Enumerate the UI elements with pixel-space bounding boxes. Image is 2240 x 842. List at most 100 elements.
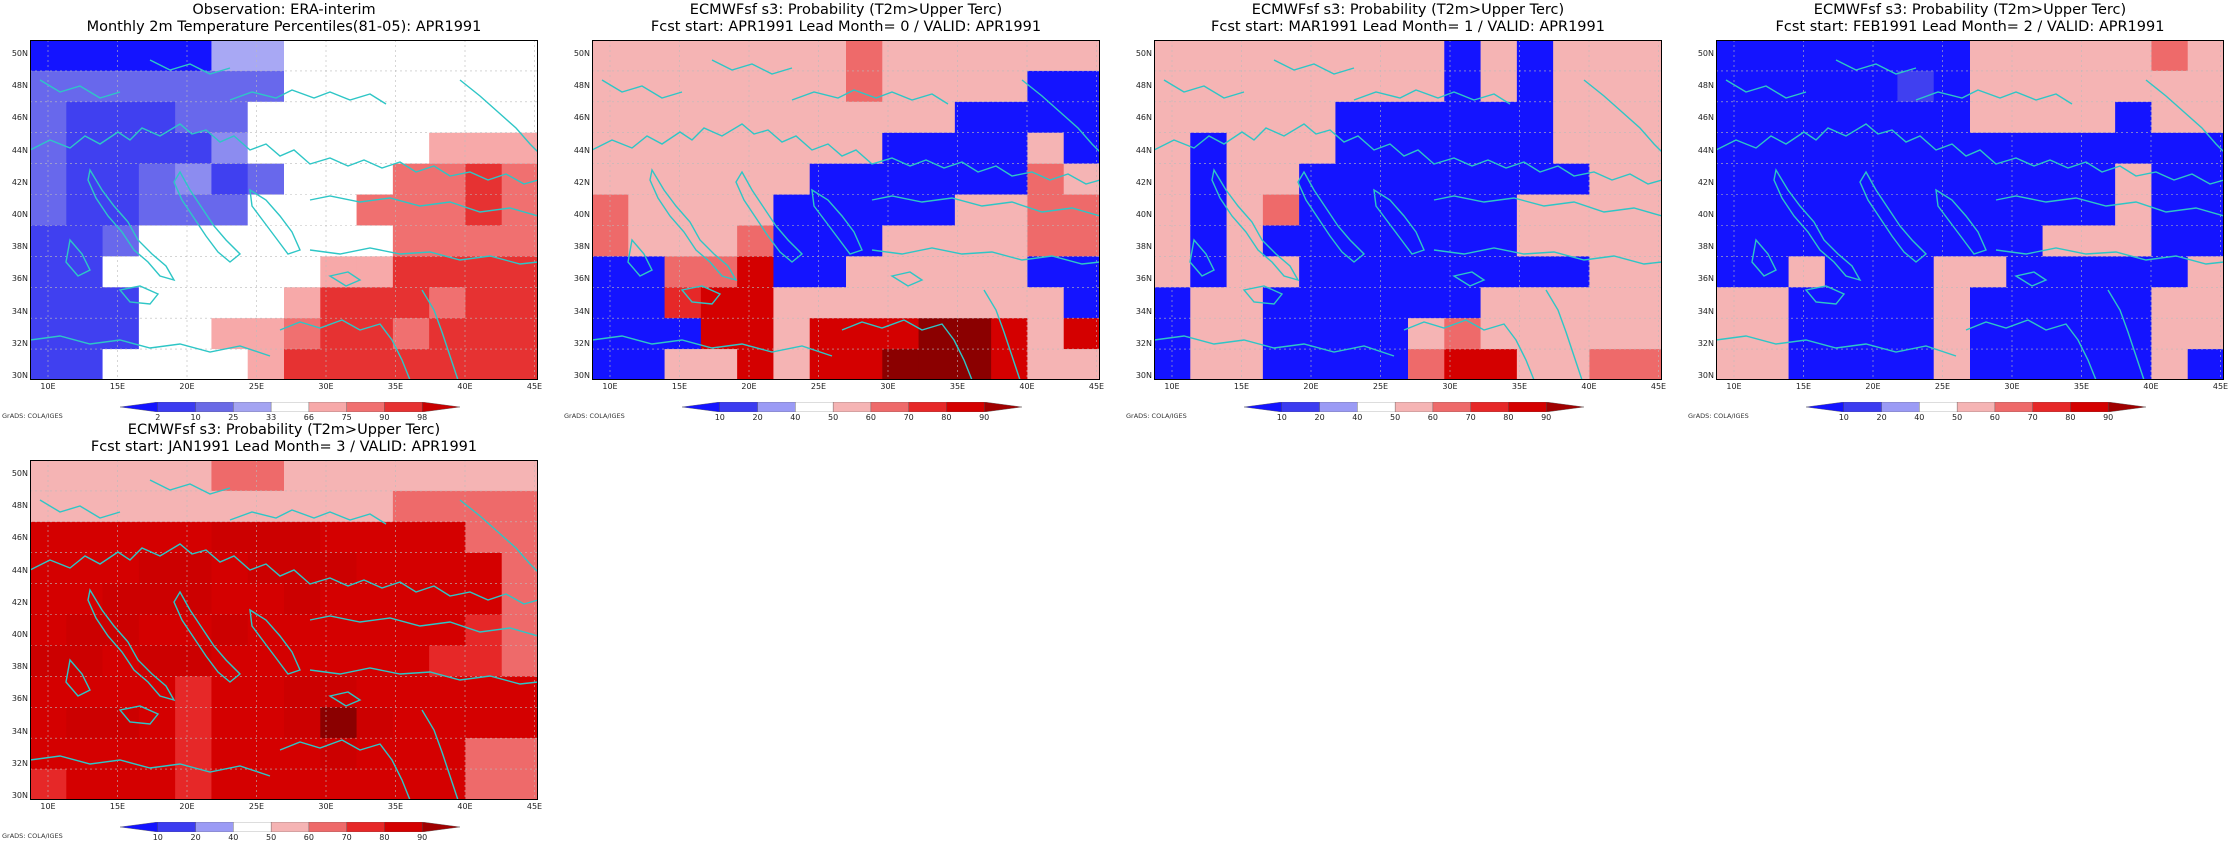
grid-cell <box>1480 40 1518 72</box>
colorbar-segment <box>984 402 1023 412</box>
grid-cell <box>1444 40 1482 72</box>
grid-cell <box>66 490 104 523</box>
grid-cell <box>1716 225 1753 257</box>
grid-cell <box>247 349 285 380</box>
coastline <box>1965 319 2097 380</box>
grid-cell <box>700 163 738 196</box>
map-frame <box>592 40 1100 380</box>
coastline <box>1935 188 1987 255</box>
grid-cell <box>1716 132 1753 165</box>
grid-cell <box>2006 40 2044 72</box>
grid-cell <box>1226 163 1264 196</box>
grid-cell <box>2187 287 2224 319</box>
grid-cell <box>1480 256 1518 288</box>
grid-cell <box>247 460 285 492</box>
grid-cell <box>501 225 538 257</box>
coastline <box>1021 79 1100 153</box>
panel-forecast-lead-3: ECMWFsf s3: Probability (T2m>Upper Terc)… <box>0 420 542 842</box>
coastline <box>1859 170 1928 263</box>
panel-title-line-1: ECMWFsf s3: Probability (T2m>Upper Terc) <box>1251 2 1565 18</box>
grid-cell <box>882 349 920 380</box>
grid-cell <box>429 163 467 196</box>
map-area <box>1154 40 1662 380</box>
grid-cell <box>1933 287 1971 319</box>
lon-label: 40E <box>457 802 473 811</box>
grid-cell <box>1335 70 1373 103</box>
grid-cell <box>1933 101 1971 134</box>
grid-cell <box>954 256 992 288</box>
colorbar-segment <box>346 402 386 412</box>
grid-cell <box>2115 132 2153 165</box>
grid-cell <box>138 583 176 616</box>
grid-cell <box>465 460 503 492</box>
panel-title-line-2: Fcst start: APR1991 Lead Month= 0 / VALI… <box>650 19 1042 35</box>
lat-label: 32N <box>1697 338 1714 348</box>
grid-cell <box>30 676 67 708</box>
lon-label: 35E <box>2073 382 2090 391</box>
grid-cell <box>846 287 883 319</box>
grid-cell <box>465 225 503 257</box>
grid-cell <box>592 194 629 227</box>
grid-cell <box>284 225 321 257</box>
colorbar-label: 20 <box>1876 413 1887 422</box>
grid-cell <box>628 287 666 319</box>
grid-cell <box>846 194 883 227</box>
grid-cell <box>465 287 503 319</box>
grid-cell <box>737 287 775 319</box>
grid-cell <box>628 163 666 196</box>
grid-cell <box>175 583 213 616</box>
grid-cell <box>1824 101 1862 134</box>
grid-cell <box>1444 318 1482 350</box>
grid-cell <box>175 552 213 585</box>
map-area <box>30 40 538 380</box>
grid-cell <box>1788 163 1826 196</box>
grid-cell <box>773 70 811 103</box>
panel-title-line-1: ECMWFsf s3: Probability (T2m>Upper Terc) <box>689 2 1003 18</box>
grid-cell <box>1444 70 1482 103</box>
grid-cell <box>1027 132 1065 165</box>
lat-label: 48N <box>1135 81 1152 91</box>
grid-cell <box>1897 70 1935 103</box>
grid-cell <box>1897 287 1935 319</box>
grid-cell <box>1861 101 1899 134</box>
lon-label: 20E <box>179 802 195 811</box>
grid-cell <box>501 583 538 616</box>
grid-cell <box>1063 256 1100 288</box>
coastline <box>2145 79 2224 153</box>
grid-cell <box>954 132 992 165</box>
grid-cell <box>429 738 467 770</box>
grid-cell <box>247 676 285 708</box>
grid-cell <box>1262 225 1300 257</box>
grid-cell <box>2115 70 2153 103</box>
grid-cell <box>1752 318 1790 350</box>
coastline <box>249 608 301 675</box>
grid-cell <box>2078 194 2116 227</box>
coastline <box>39 499 121 519</box>
grid-cell <box>66 460 104 492</box>
grid-cell <box>1716 163 1753 196</box>
lon-label: 25E <box>1934 382 1951 391</box>
grid-cell <box>1625 225 1662 257</box>
lat-label: 42N <box>11 597 28 607</box>
grid-cell <box>2115 256 2153 288</box>
grid-cell <box>1444 101 1482 134</box>
grid-cell <box>392 460 430 492</box>
grid-cell <box>1027 101 1065 134</box>
grid-cell <box>66 225 104 257</box>
grid-cell <box>1516 132 1554 165</box>
panel-title-line-2: Fcst start: FEB1991 Lead Month= 2 / VALI… <box>1775 19 2165 35</box>
coastline <box>309 247 538 265</box>
coastline <box>1725 79 1807 99</box>
lat-label: 32N <box>573 338 590 348</box>
grid-cell <box>429 460 467 492</box>
grid-cell <box>284 256 321 288</box>
coastline <box>1163 79 1245 99</box>
lat-label: 36N <box>11 694 28 704</box>
coastline <box>1835 59 1917 75</box>
grid-cell <box>954 287 992 319</box>
grid-cell <box>1299 163 1337 196</box>
grid-cell <box>1190 287 1228 319</box>
grid-cell <box>1371 287 1409 319</box>
coastline <box>1804 285 1846 305</box>
grid-cell <box>247 521 285 554</box>
